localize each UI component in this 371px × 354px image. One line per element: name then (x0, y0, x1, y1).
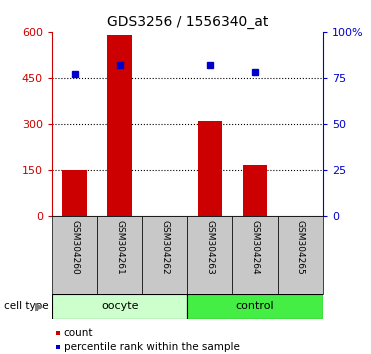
Bar (52, 294, 187, 319)
Text: GSM304264: GSM304264 (250, 220, 260, 274)
Bar (233, 216, 278, 294)
Title: GDS3256 / 1556340_at: GDS3256 / 1556340_at (107, 16, 268, 29)
Bar (243, 165, 267, 216)
Bar (187, 294, 323, 319)
Text: ▶: ▶ (35, 301, 44, 311)
Bar (197, 121, 222, 216)
Text: cell type: cell type (4, 301, 48, 311)
Bar (62, 170, 87, 216)
Bar (187, 216, 233, 294)
Text: GSM304263: GSM304263 (206, 220, 214, 275)
Text: GSM304262: GSM304262 (160, 220, 169, 274)
Bar (278, 216, 323, 294)
Text: GSM304265: GSM304265 (296, 220, 305, 275)
Text: percentile rank within the sample: percentile rank within the sample (64, 342, 240, 352)
Bar (142, 216, 187, 294)
Text: GSM304260: GSM304260 (70, 220, 79, 275)
Bar (97, 216, 142, 294)
Bar (107, 35, 132, 216)
Bar (52, 216, 97, 294)
Text: count: count (64, 328, 93, 338)
Text: control: control (236, 301, 275, 311)
Text: oocyte: oocyte (101, 301, 138, 311)
Text: GSM304261: GSM304261 (115, 220, 124, 275)
